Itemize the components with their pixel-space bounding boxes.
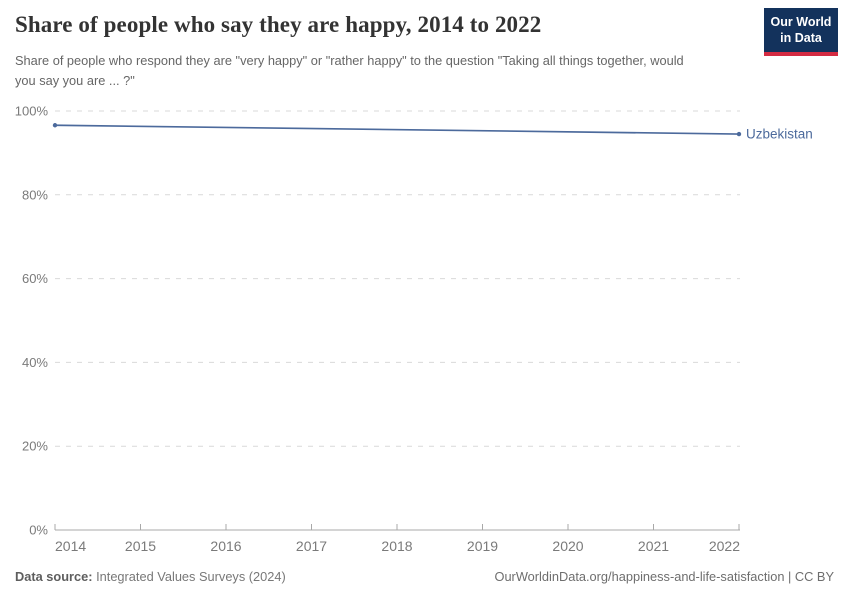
y-axis-tick-label: 0% <box>29 523 48 538</box>
y-axis-tick-label: 60% <box>22 271 48 286</box>
owid-logo-line2: in Data <box>780 30 822 45</box>
x-axis-tick-label: 2019 <box>467 538 498 554</box>
data-source-value: Integrated Values Surveys (2024) <box>92 569 286 584</box>
x-axis-tick-label: 2020 <box>552 538 583 554</box>
series-label-uzbekistan[interactable]: Uzbekistan <box>746 127 813 142</box>
x-axis-tick-label: 2014 <box>55 538 86 554</box>
x-axis-tick-label: 2015 <box>125 538 156 554</box>
data-source-label: Data source: <box>15 569 93 584</box>
x-axis-tick-label: 2016 <box>210 538 241 554</box>
x-axis-tick-label: 2022 <box>709 538 740 554</box>
data-source: Data source: Integrated Values Surveys (… <box>15 569 286 584</box>
owid-logo-line1: Our World <box>770 15 832 29</box>
owid-logo[interactable]: Our World in Data <box>764 8 838 57</box>
data-point[interactable] <box>52 123 58 128</box>
owid-logo-text: Our World in Data <box>764 8 838 53</box>
y-axis-tick-label: 20% <box>22 439 48 454</box>
owid-logo-accent-bar <box>764 52 838 57</box>
x-axis-tick-label: 2017 <box>296 538 327 554</box>
x-axis-tick-label: 2021 <box>638 538 669 554</box>
chart-subtitle: Share of people who respond they are "ve… <box>15 53 684 88</box>
y-axis-tick-label: 80% <box>22 187 48 202</box>
y-axis-tick-label: 40% <box>22 355 48 370</box>
chart-title: Share of people who say they are happy, … <box>15 12 542 37</box>
y-axis-tick-label: 100% <box>15 104 49 119</box>
data-line-uzbekistan[interactable] <box>54 124 740 135</box>
data-point[interactable] <box>736 131 742 137</box>
attribution-link[interactable]: OurWorldinData.org/happiness-and-life-sa… <box>494 569 834 584</box>
x-axis-tick-label: 2018 <box>381 538 412 554</box>
